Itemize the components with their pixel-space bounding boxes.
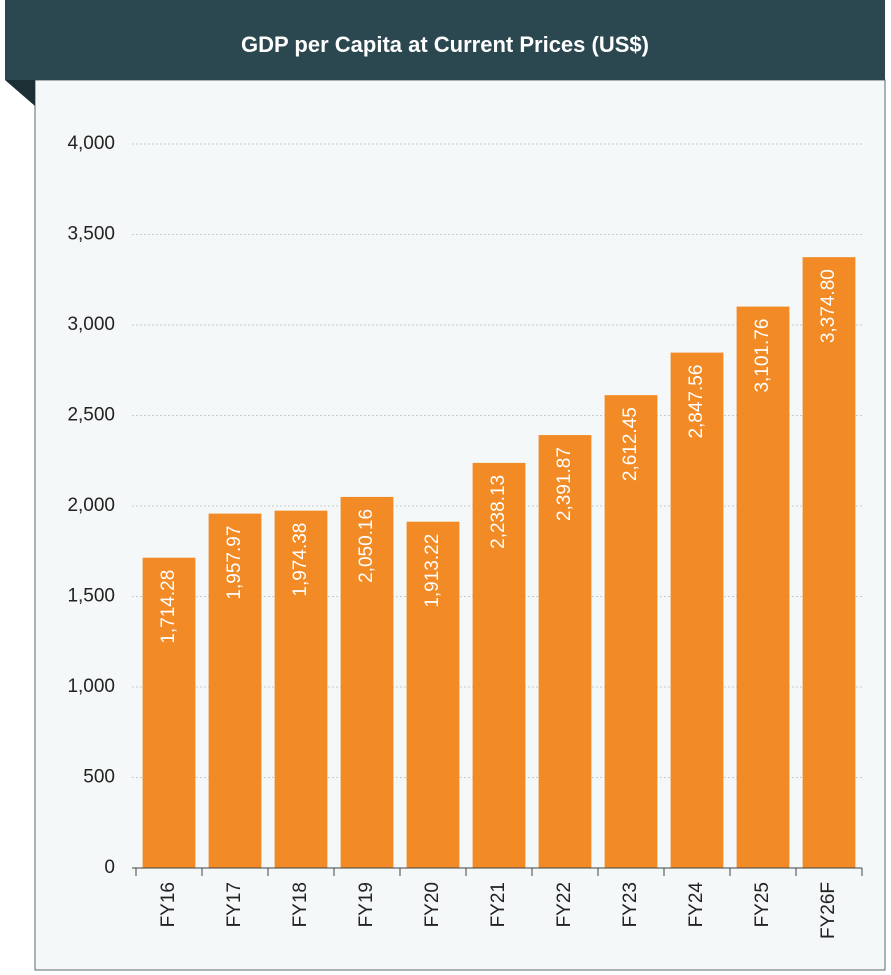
bar [472,462,526,868]
data-label: 1,957.97 [224,526,245,600]
y-tick-label: 1,000 [67,676,115,697]
y-tick-label: 2,000 [67,495,115,516]
bar [802,257,856,868]
data-label: 2,391.87 [554,447,575,521]
data-label: 1,974.38 [290,523,311,597]
data-label: 2,612.45 [620,407,641,481]
y-tick-label: 500 [83,767,115,788]
x-tick-label: FY17 [224,882,245,927]
bar [406,521,460,868]
data-label: 1,714.28 [158,570,179,644]
data-label: 2,238.13 [488,475,509,549]
x-tick-label: FY22 [554,882,575,927]
bar [604,395,658,868]
bar [208,513,262,868]
y-tick-label: 0 [104,857,115,878]
bar [340,496,394,868]
y-tick-label: 1,500 [67,586,115,607]
x-tick-label: FY18 [290,882,311,927]
y-tick-label: 3,500 [67,224,115,245]
y-tick-label: 4,000 [67,133,115,154]
x-tick-label: FY24 [686,882,707,928]
data-label: 2,847.56 [686,365,707,439]
x-tick-label: FY21 [488,882,509,927]
y-tick-label: 3,000 [67,314,115,335]
data-label: 2,050.16 [356,509,377,583]
bar [736,306,790,869]
fold [5,80,35,106]
x-tick-label: FY25 [752,882,773,927]
data-label: 3,374.80 [818,269,839,343]
chart-title: GDP per Capita at Current Prices (US$) [241,32,649,57]
data-label: 3,101.76 [752,319,773,393]
x-tick-label: FY19 [356,882,377,927]
x-tick-label: FY26F [818,882,839,939]
x-tick-label: FY23 [620,882,641,927]
bar [538,435,592,868]
data-label: 1,913.22 [422,534,443,608]
header [5,0,885,80]
x-tick-label: FY20 [422,882,443,927]
bar [142,557,196,868]
y-tick-label: 2,500 [67,405,115,426]
bar [670,352,724,868]
bar [274,510,328,868]
x-tick-label: FY16 [158,882,179,927]
